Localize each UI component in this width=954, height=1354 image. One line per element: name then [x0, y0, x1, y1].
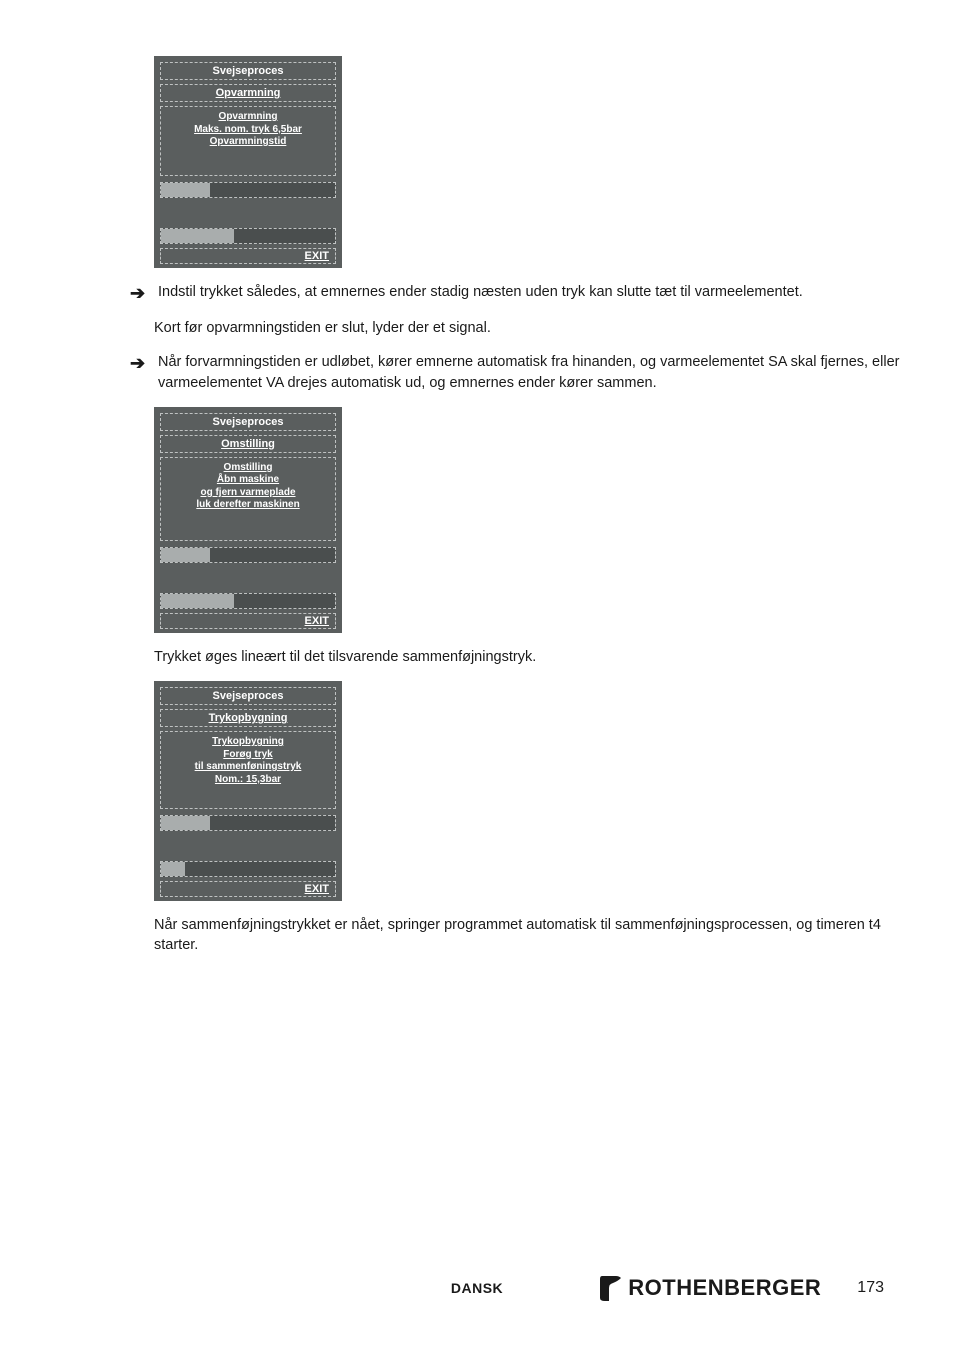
footer-language: DANSK [451, 1280, 503, 1296]
screen-panel-pressure: Svejseproces Trykopbygning Trykopbygning… [154, 681, 342, 901]
panel-title: Svejseproces [165, 690, 331, 702]
paragraph: Kort før opvarmningstiden er slut, lyder… [154, 318, 904, 338]
panel-line: Forøg tryk [223, 749, 272, 762]
panel-body: Omstilling Åbn maskine og fjern varmepla… [160, 457, 336, 541]
progress-fill [161, 816, 210, 830]
paragraph: Trykket øges lineært til det tilsvarende… [154, 647, 904, 667]
progress-bar [160, 593, 336, 609]
progress-fill [161, 548, 210, 562]
paragraph: Når sammenføjningstrykket er nået, sprin… [154, 915, 904, 956]
exit-label: EXIT [305, 883, 329, 895]
panel-sub-row: Trykopbygning [160, 709, 336, 727]
page-footer: DANSK ROTHENBERGER 173 [0, 1274, 954, 1302]
panel-subtitle: Trykopbygning [165, 712, 331, 724]
panel-line: Nom.: 15,3bar [215, 774, 281, 787]
bullet-text: Når forvarmningstiden er udløbet, kører … [158, 352, 904, 393]
progress-bar [160, 228, 336, 244]
panel-body: Trykopbygning Forøg tryk til sammenfønin… [160, 731, 336, 809]
panel-line: Opvarmning [219, 111, 278, 124]
panel-sub-row: Opvarmning [160, 84, 336, 102]
progress-fill [161, 229, 234, 243]
exit-label: EXIT [305, 250, 329, 262]
bullet-item: ➔ Når forvarmningstiden er udløbet, køre… [130, 352, 904, 393]
progress-bar [160, 182, 336, 198]
panel-line: Omstilling [224, 462, 273, 475]
panel-subtitle: Opvarmning [165, 87, 331, 99]
rothenberger-icon [598, 1274, 624, 1302]
progress-bars [160, 547, 336, 609]
page-content: Svejseproces Opvarmning Opvarmning Maks.… [0, 56, 954, 956]
panel-line: Trykopbygning [212, 736, 284, 749]
panel-line: Maks. nom. tryk 6,5bar [194, 124, 302, 137]
arrow-icon: ➔ [130, 283, 148, 304]
panel-title: Svejseproces [165, 65, 331, 77]
exit-label: EXIT [305, 615, 329, 627]
page-number: 173 [857, 1279, 884, 1297]
progress-fill [161, 594, 234, 608]
progress-bar [160, 547, 336, 563]
bullet-text: Indstil trykket således, at emnernes end… [158, 282, 803, 302]
panel-sub-row: Omstilling [160, 435, 336, 453]
panel-line: luk derefter maskinen [196, 499, 299, 512]
panel-line: Åbn maskine [217, 474, 279, 487]
screen-panel-changeover: Svejseproces Omstilling Omstilling Åbn m… [154, 407, 342, 633]
panel-subtitle: Omstilling [165, 438, 331, 450]
panel-line: til sammenføningstryk [195, 761, 302, 774]
progress-bars [160, 815, 336, 877]
progress-bars [160, 182, 336, 244]
exit-row: EXIT [160, 881, 336, 897]
brand-name: ROTHENBERGER [628, 1275, 821, 1301]
panel-line: Opvarmningstid [210, 136, 287, 149]
panel-line: og fjern varmeplade [200, 487, 295, 500]
progress-bar [160, 815, 336, 831]
progress-fill [161, 183, 210, 197]
panel-title: Svejseproces [165, 416, 331, 428]
brand-logo: ROTHENBERGER [598, 1274, 821, 1302]
panel-body: Opvarmning Maks. nom. tryk 6,5bar Opvarm… [160, 106, 336, 176]
screen-panel-heating: Svejseproces Opvarmning Opvarmning Maks.… [154, 56, 342, 268]
panel-title-row: Svejseproces [160, 687, 336, 705]
exit-row: EXIT [160, 613, 336, 629]
bullet-item: ➔ Indstil trykket således, at emnernes e… [130, 282, 904, 304]
panel-title-row: Svejseproces [160, 62, 336, 80]
progress-bar [160, 861, 336, 877]
exit-row: EXIT [160, 248, 336, 264]
panel-title-row: Svejseproces [160, 413, 336, 431]
arrow-icon: ➔ [130, 353, 148, 374]
progress-fill [161, 862, 185, 876]
